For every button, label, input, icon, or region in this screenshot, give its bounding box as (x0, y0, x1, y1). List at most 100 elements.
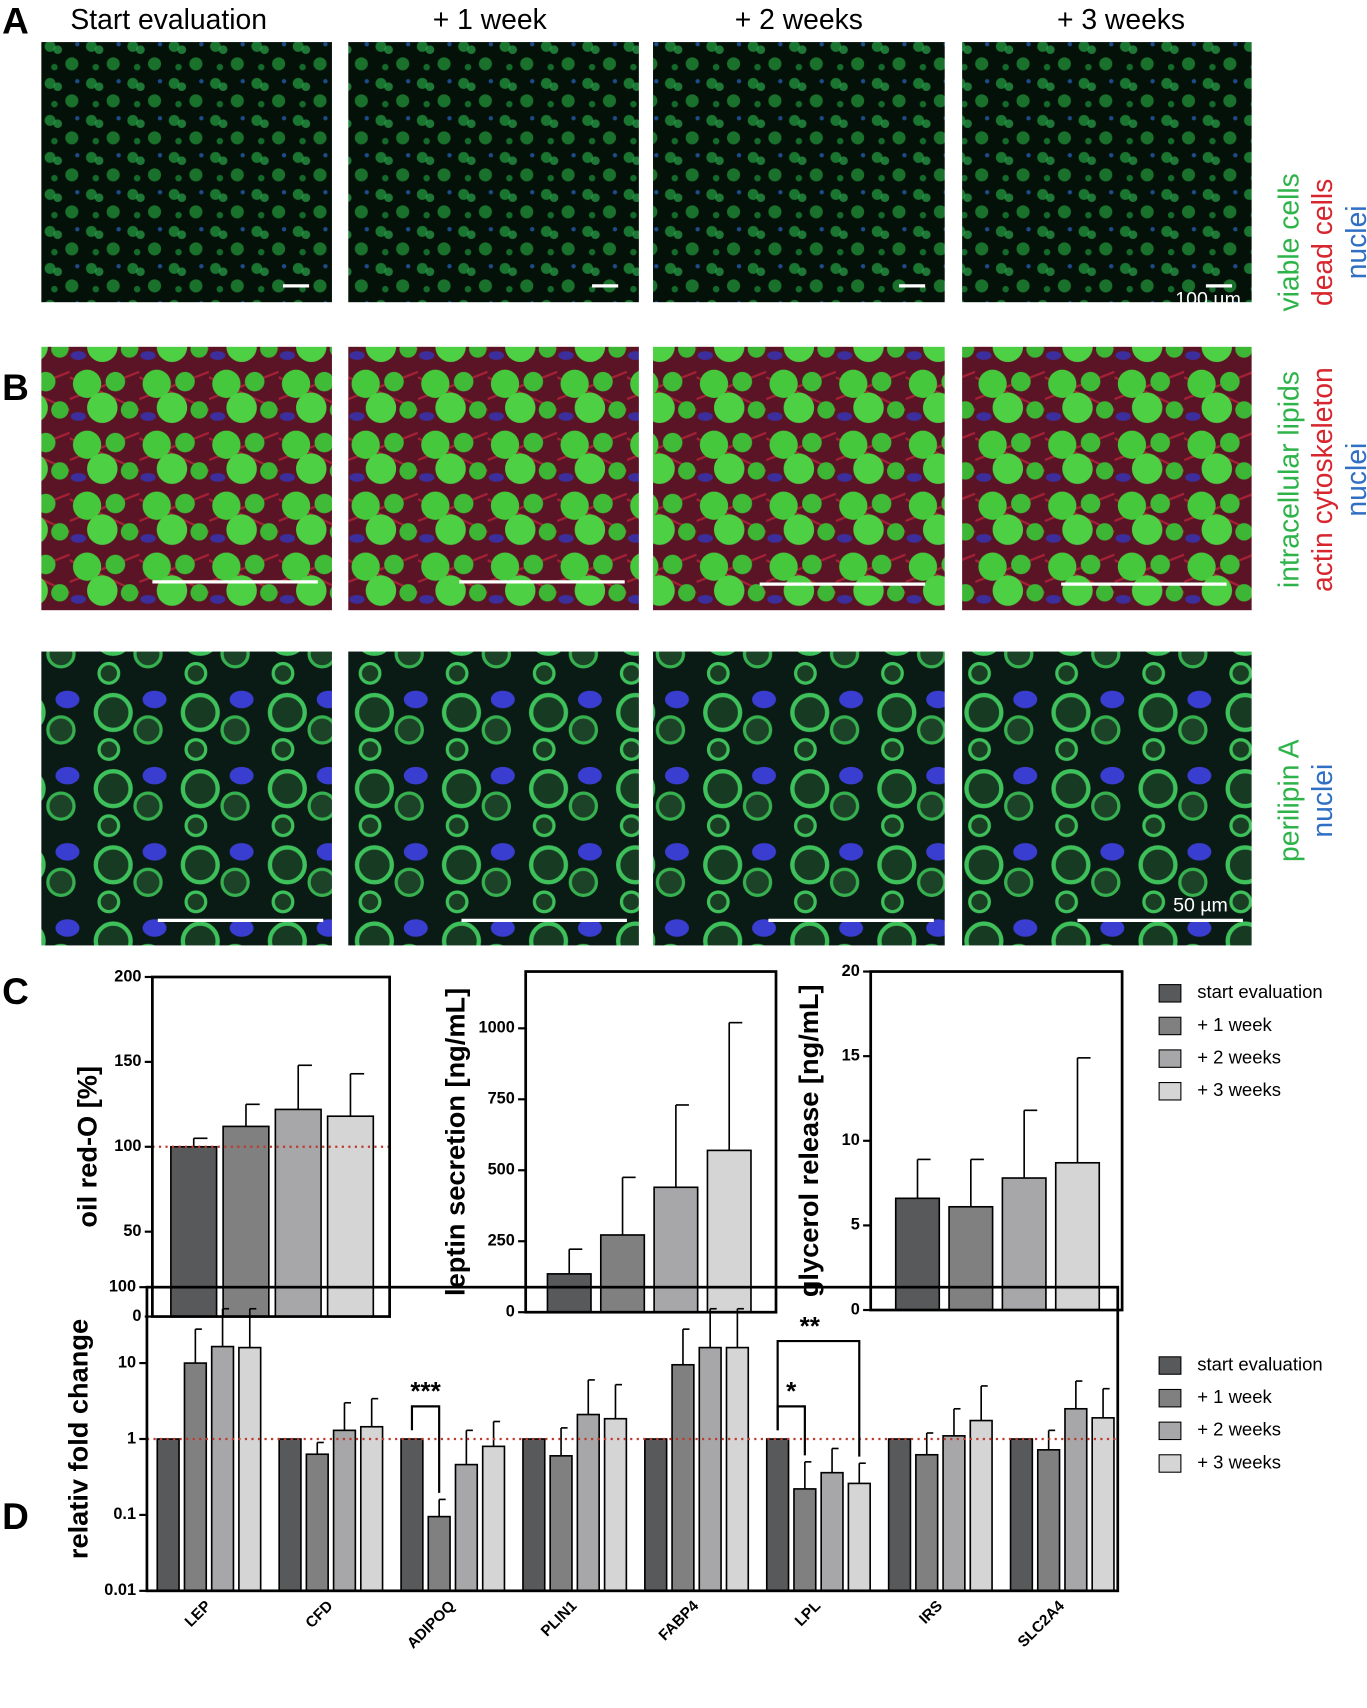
panel-label: D (2, 1496, 29, 1537)
channel-label: actin cytoskeleton (1306, 367, 1338, 592)
legend-swatch (1158, 1356, 1182, 1375)
bar (170, 1145, 218, 1318)
bar (359, 1425, 384, 1592)
bar (522, 1438, 546, 1592)
bar (454, 1463, 479, 1592)
error-bar (1075, 1380, 1083, 1409)
y-tick-label: 0.01 (104, 1581, 136, 1599)
bar (427, 1515, 451, 1592)
significance-label: * (786, 1376, 797, 1406)
micrograph (41, 651, 332, 946)
plot-frame (524, 970, 778, 1314)
legend-label: + 3 weeks (1197, 1451, 1281, 1472)
y-tick-label: 10 (842, 1131, 860, 1149)
bar (1001, 1177, 1047, 1311)
bar (847, 1482, 871, 1592)
error-bar (736, 1307, 744, 1348)
error-bar (1023, 1109, 1038, 1179)
error-bar (349, 1072, 365, 1117)
channel-label: viable cells (1272, 173, 1304, 311)
bar (481, 1445, 506, 1592)
y-tick-label: 750 (488, 1090, 515, 1108)
legend-swatch (1158, 1049, 1182, 1068)
bar (793, 1488, 817, 1592)
bracket (776, 1339, 861, 1457)
channel-label: dead cells (1306, 179, 1338, 306)
legend-swatch (1158, 1421, 1182, 1441)
micrograph (348, 346, 639, 611)
channel-label: perilipin A (1272, 739, 1304, 862)
bar (1091, 1417, 1115, 1592)
error-bar (1047, 1429, 1056, 1450)
bar (1009, 1438, 1034, 1592)
x-tick-label: LPL (792, 1598, 824, 1630)
error-bar (831, 1447, 839, 1473)
legend-label: + 1 week (1197, 1014, 1272, 1035)
y-axis-label: glycerol release [ng/mL] (793, 984, 824, 1297)
channel-label: nuclei (1340, 443, 1367, 517)
legend-label: + 2 weeks (1197, 1419, 1281, 1440)
bar (725, 1346, 750, 1592)
error-bar (1076, 1057, 1091, 1163)
y-tick-label: 1 (127, 1429, 136, 1447)
x-tick-label: SLC2A4 (1015, 1597, 1069, 1651)
error-bar (245, 1103, 260, 1127)
micrograph (962, 42, 1252, 303)
error-bar (587, 1379, 595, 1415)
legend-swatch (1158, 984, 1182, 1003)
bar (820, 1471, 844, 1592)
significance-bracket: ** (776, 1311, 861, 1457)
bar (1036, 1449, 1061, 1592)
bar (400, 1438, 424, 1592)
y-tick-label: 10 (118, 1353, 136, 1371)
error-bar (194, 1328, 202, 1364)
micrographs: 100 µm 50 µm (41, 42, 1252, 946)
error-bar (316, 1441, 324, 1455)
error-bar (916, 1158, 931, 1199)
error-bar (465, 1429, 473, 1465)
y-tick-label: 100 (114, 1137, 141, 1155)
y-tick-label: 15 (842, 1046, 860, 1064)
plot-frame (145, 1285, 1120, 1593)
significance-label: ** (800, 1311, 821, 1341)
y-tick-label: 100 (109, 1277, 136, 1295)
y-axis-label: leptin secretion [ng/mL] (439, 988, 470, 1296)
error-bar (804, 1461, 812, 1489)
bracket (410, 1405, 441, 1493)
y-axis-label: relativ fold change (63, 1319, 94, 1559)
bar (942, 1435, 966, 1592)
bar (326, 1115, 375, 1318)
bar (765, 1438, 790, 1592)
bar (1064, 1407, 1088, 1592)
error-bar (492, 1420, 501, 1447)
error-bar (953, 1407, 961, 1436)
x-tick-label: CFD (302, 1598, 336, 1632)
x-tick-label: LEP (182, 1598, 215, 1631)
error-bar (560, 1427, 568, 1456)
bar (576, 1413, 600, 1592)
error-bar (248, 1307, 257, 1348)
panel-label: A (2, 0, 29, 41)
x-tick-label: ADIPOQ (404, 1597, 459, 1652)
significance-label: *** (410, 1376, 441, 1406)
y-tick-label: 0.1 (113, 1505, 136, 1523)
channel-label: nuclei (1340, 205, 1367, 279)
legend-label: + 3 weeks (1197, 1079, 1281, 1100)
legend-swatch (1158, 1388, 1182, 1408)
micrograph (962, 651, 1252, 946)
y-tick-label: 50 (123, 1222, 141, 1240)
legend-swatch (1158, 1082, 1182, 1101)
legend-label: start evaluation (1197, 1353, 1322, 1374)
error-bar (858, 1462, 866, 1484)
bar (915, 1453, 939, 1592)
y-tick-label: 150 (114, 1052, 141, 1070)
error-bar (682, 1328, 690, 1365)
bar (274, 1108, 322, 1318)
y-tick-label: 5 (851, 1216, 860, 1234)
bar (894, 1197, 941, 1311)
panel-label: B (2, 367, 29, 408)
error-bar (970, 1158, 984, 1207)
error-bar (1102, 1387, 1110, 1418)
plot-frame (151, 975, 391, 1318)
column-header: + 2 weeks (735, 3, 863, 35)
